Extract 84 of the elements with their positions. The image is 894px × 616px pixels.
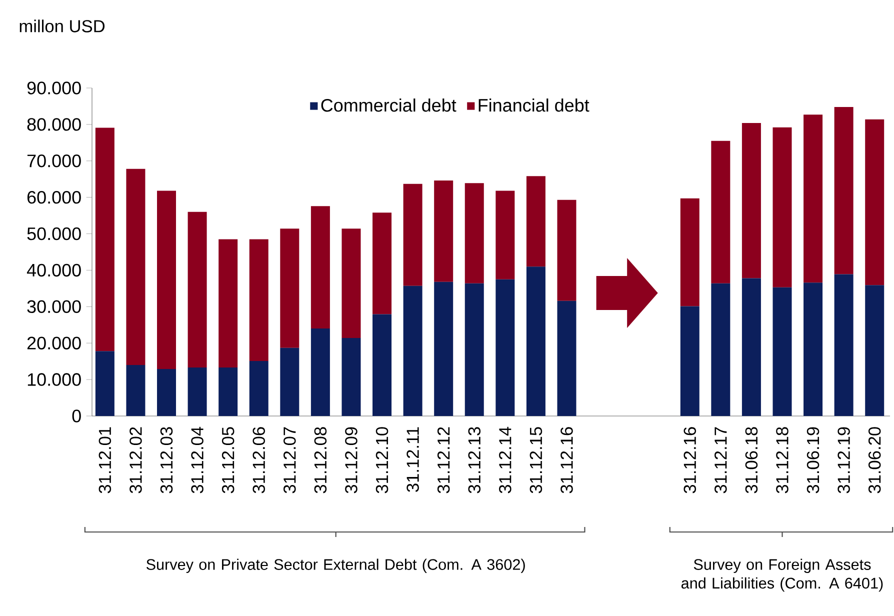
bar <box>680 306 700 416</box>
x-tick-label: 31.12.06 <box>252 427 265 494</box>
text: Survey on Private Sector External Debt (Com. A 3602) <box>146 558 525 573</box>
bar <box>218 368 238 416</box>
y-tick-label: 70.000 <box>27 154 81 168</box>
x-tick-label: 31.12.15 <box>530 427 542 494</box>
bar <box>711 140 730 284</box>
bar <box>772 287 792 416</box>
bar <box>772 127 792 288</box>
bar <box>865 285 884 416</box>
bar <box>403 286 422 416</box>
bar <box>342 338 361 416</box>
bar <box>865 119 884 286</box>
bar <box>157 368 176 416</box>
x-tick-label: 31.12.07 <box>284 427 296 494</box>
x-tick-label: 31.12.13 <box>468 427 481 494</box>
bar <box>126 364 146 416</box>
bar <box>126 168 146 365</box>
bar <box>280 228 300 348</box>
bar <box>249 239 268 361</box>
bar <box>403 184 422 286</box>
bar <box>804 282 823 416</box>
y-tick-label: 0 <box>72 410 81 422</box>
x-tick-label: 31.12.05 <box>222 427 234 494</box>
x-tick-label: 31.12.17 <box>714 427 727 494</box>
bar <box>834 274 854 416</box>
y-tick-label: 40.000 <box>26 264 81 277</box>
bar <box>496 279 515 416</box>
bar <box>372 212 392 314</box>
x-tick-label: 31.12.18 <box>776 427 788 494</box>
bar <box>526 176 546 267</box>
bar <box>188 212 207 368</box>
x-tick-label: 31.12.14 <box>499 426 512 494</box>
x-tick-label: 31.12.16 <box>560 427 573 494</box>
y-tick-label: 30.000 <box>27 300 81 314</box>
y-tick-label: 50.000 <box>27 227 81 240</box>
bar <box>249 360 268 416</box>
bar <box>95 351 114 416</box>
legend-label: Commercial debt <box>321 98 456 112</box>
text: Survey on Foreign Assets and Liabilities (Com. A 6401) <box>681 558 883 592</box>
x-tick-label: 31.12.09 <box>345 427 358 494</box>
x-tick-label: 31.12.19 <box>838 427 850 494</box>
bar <box>95 128 114 352</box>
y-tick-label: 90.000 <box>27 82 81 94</box>
y-tick-label: 60.000 <box>27 190 81 204</box>
x-tick-label: 31.12.04 <box>191 426 204 494</box>
x-tick-label: 31.06.20 <box>868 427 881 494</box>
x-tick-label: 31.12.11 <box>406 427 419 492</box>
bar <box>372 314 392 416</box>
bar <box>342 228 361 338</box>
bar <box>834 106 854 274</box>
bar <box>742 278 761 416</box>
bar <box>434 180 454 282</box>
bar <box>496 190 515 280</box>
x-tick-label: 31.06.18 <box>745 427 758 494</box>
bar <box>804 114 823 283</box>
bar <box>557 300 576 416</box>
bar <box>218 239 238 368</box>
x-tick-label: 31.12.08 <box>314 427 327 494</box>
bar <box>557 200 576 301</box>
bar <box>310 206 330 329</box>
x-tick-label: 31.12.10 <box>376 427 388 494</box>
bar <box>711 283 730 416</box>
legend-label: Financial debt <box>478 98 590 112</box>
y-tick-label: 10.000 <box>28 373 81 386</box>
text: millon USD <box>20 20 105 32</box>
bar <box>464 283 484 416</box>
x-tick-label: 31.06.19 <box>806 427 820 494</box>
x-tick-label: 31.12.16 <box>684 427 696 494</box>
x-tick-label: 31.12.01 <box>98 427 112 494</box>
bar <box>434 282 454 416</box>
bar <box>280 348 300 416</box>
bar <box>464 183 484 284</box>
bar <box>157 190 176 369</box>
bar <box>526 266 546 416</box>
bar <box>310 328 330 416</box>
x-tick-label: 31.12.02 <box>130 427 142 494</box>
y-tick-label: 80.000 <box>27 118 81 131</box>
y-tick-label: 20.000 <box>27 336 81 350</box>
x-tick-label: 31.12.03 <box>160 427 173 494</box>
bar <box>680 198 700 306</box>
bar <box>188 368 207 416</box>
bar <box>742 122 761 278</box>
x-tick-label: 31.12.12 <box>437 427 450 494</box>
